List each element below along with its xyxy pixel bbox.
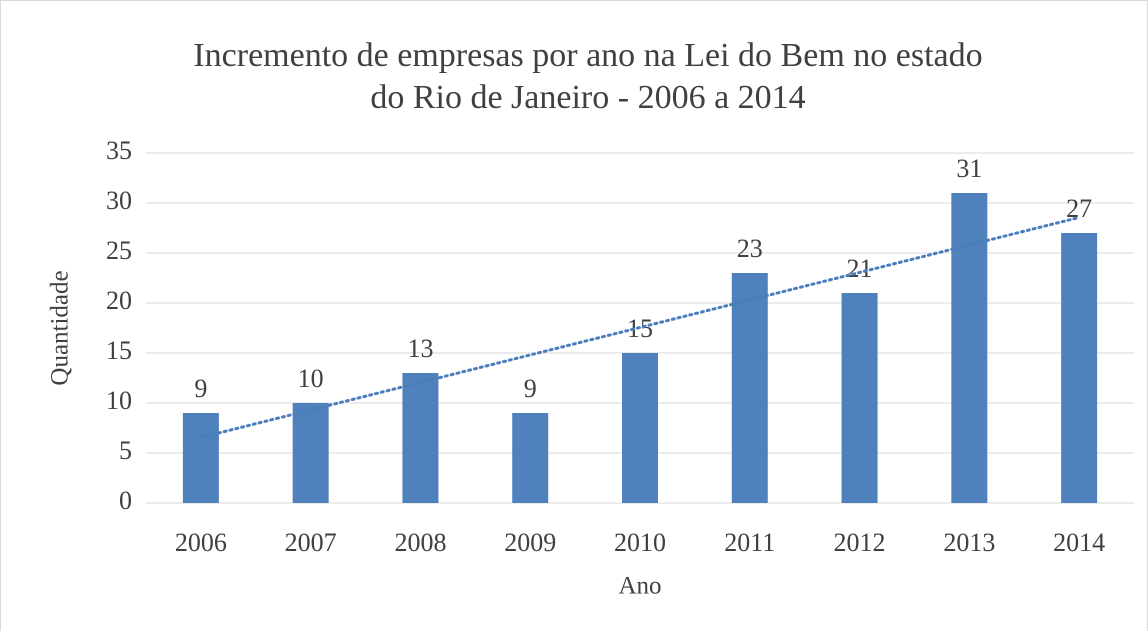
x-axis-label: Ano [618,573,661,600]
bar [292,403,329,503]
y-tick-label: 5 [119,436,132,465]
bar [622,353,658,503]
x-tick-label: 2012 [834,528,886,557]
bar [402,373,439,503]
bar [951,193,988,503]
chart-title: Incremento de empresas por ano na Lei do… [193,37,982,74]
y-tick-label: 10 [106,386,132,415]
bar [1061,233,1098,503]
x-tick-label: 2010 [614,528,666,557]
chart-title: do Rio de Janeiro - 2006 a 2014 [370,79,805,116]
x-tick-label: 2006 [175,528,227,557]
data-label: 13 [407,334,433,363]
data-label: 21 [847,254,873,283]
data-label: 9 [524,374,537,403]
x-tick-label: 2008 [394,528,446,557]
x-tick-label: 2009 [504,528,556,557]
y-tick-label: 35 [106,136,132,165]
y-tick-label: 0 [119,486,132,515]
x-tick-label: 2007 [285,528,337,557]
data-label: 10 [298,364,324,393]
x-tick-label: 2011 [724,528,775,557]
y-tick-label: 30 [106,186,132,215]
y-axis-label: Quantidade [47,270,74,385]
data-label: 9 [194,374,207,403]
y-tick-label: 15 [106,336,132,365]
x-tick-label: 2014 [1053,528,1105,557]
data-label: 31 [956,154,982,183]
bar [731,273,768,503]
data-label: 23 [737,234,763,263]
data-label: 27 [1066,194,1092,223]
trendline [199,215,1081,439]
bar [182,413,219,503]
y-tick-label: 25 [106,236,132,265]
x-tick-label: 2013 [943,528,995,557]
y-tick-label: 20 [106,286,132,315]
bar [841,293,878,503]
bar [512,413,549,503]
